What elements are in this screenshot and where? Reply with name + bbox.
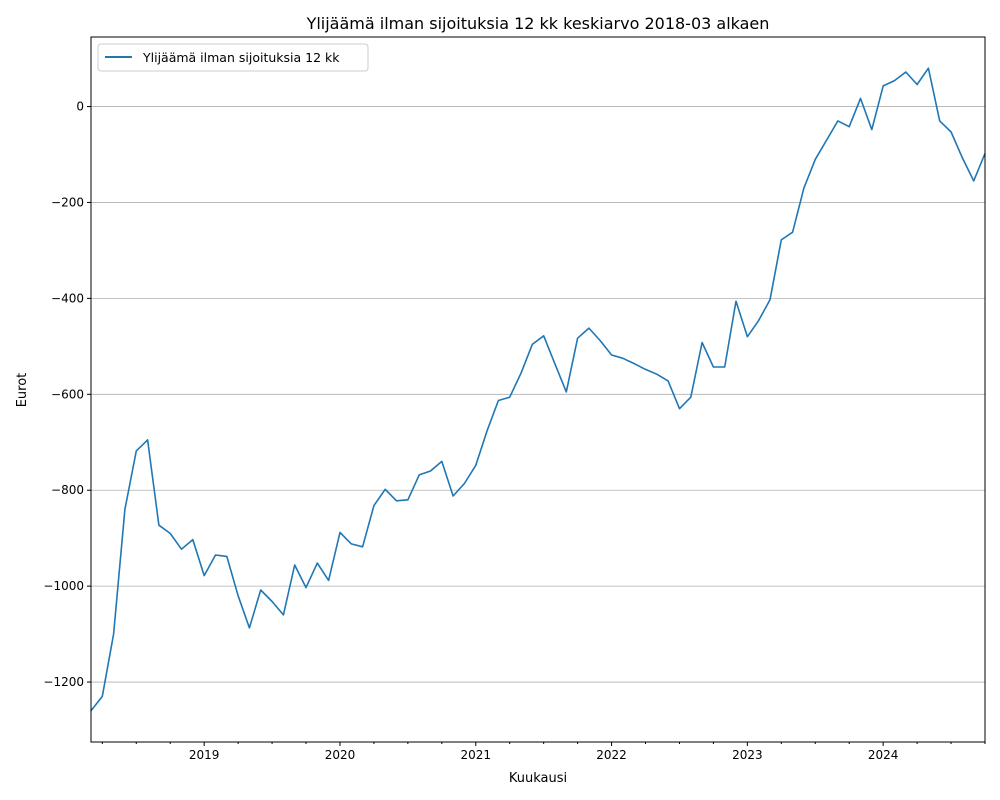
y-axis-label: Eurot	[15, 373, 30, 408]
x-tick-label: 2019	[189, 748, 220, 762]
y-axis: 0 −200 −400 −600 −800 −1000 −1200	[43, 100, 91, 689]
y-tick-label: −200	[51, 195, 84, 209]
x-tick-label: 2024	[868, 748, 899, 762]
chart-title: Ylijäämä ilman sijoituksia 12 kk keskiar…	[306, 14, 770, 33]
x-axis-label: Kuukausi	[509, 771, 567, 786]
x-axis: 2019 2020 2021 2022 2023 2024	[101, 742, 986, 762]
grid-lines	[91, 106, 985, 683]
legend: Ylijäämä ilman sijoituksia 12 kk	[97, 43, 369, 72]
legend-box	[97, 43, 369, 72]
legend-label: Ylijäämä ilman sijoituksia 12 kk	[142, 50, 340, 65]
y-tick-label: −1200	[43, 675, 84, 689]
series-layer	[90, 67, 986, 712]
x-tick-label: 2022	[596, 748, 627, 762]
x-tick-label: 2023	[732, 748, 763, 762]
x-tick-label: 2021	[460, 748, 491, 762]
x-tick-label: 2020	[325, 748, 356, 762]
series-line	[90, 67, 986, 712]
plot-frame	[90, 36, 986, 743]
y-tick-label: −1000	[43, 579, 84, 593]
y-tick-label: 0	[76, 100, 84, 114]
y-tick-label: −600	[51, 387, 84, 401]
y-tick-label: −400	[51, 291, 84, 305]
y-tick-label: −800	[51, 483, 84, 497]
